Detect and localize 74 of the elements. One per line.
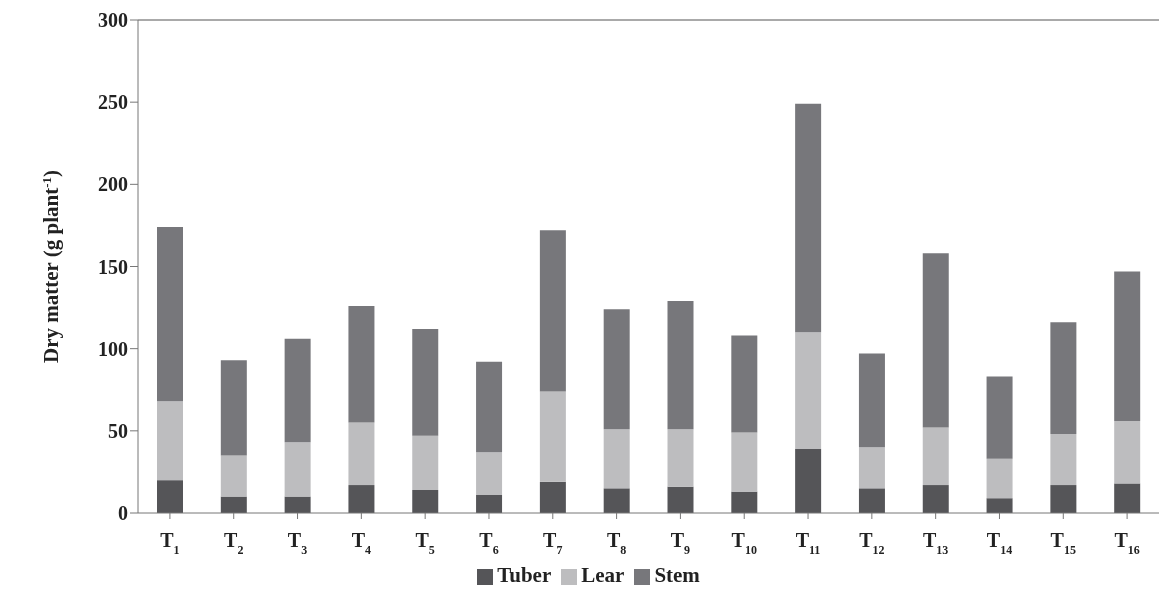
bar <box>986 376 1013 459</box>
y-tick-label: 0 <box>118 502 128 525</box>
bar <box>412 328 439 436</box>
x-tick-label: T$_{6}$ <box>479 529 499 557</box>
bar <box>157 480 183 513</box>
x-tick-label: T$_{16}$ <box>1114 529 1140 557</box>
y-tick-label: 50 <box>108 419 128 442</box>
bar <box>348 422 375 486</box>
bar <box>1050 485 1077 513</box>
legend-label: Lear <box>581 563 625 587</box>
bar <box>476 452 503 495</box>
bar <box>667 486 694 513</box>
bar <box>476 361 503 453</box>
bar <box>412 489 439 513</box>
x-tick-label: T$_{1}$ <box>160 529 180 557</box>
x-tick-label: T$_{9}$ <box>670 529 691 557</box>
bar <box>603 309 630 430</box>
bar <box>731 491 758 513</box>
bar <box>220 496 247 513</box>
bar <box>795 448 822 513</box>
bar <box>1050 322 1077 435</box>
bar <box>858 488 885 513</box>
x-tick-label: T$_{12}$ <box>859 529 885 557</box>
x-tick-label: T$_{11}$ <box>795 529 821 557</box>
bar <box>539 481 566 513</box>
bar <box>986 498 1013 513</box>
x-tick-label: T$_{13}$ <box>922 529 949 557</box>
bar <box>603 488 630 513</box>
bar <box>284 496 311 513</box>
bar <box>922 485 949 513</box>
bar <box>1114 271 1141 421</box>
bar <box>539 230 566 392</box>
bar <box>603 429 630 489</box>
x-tick-label: T$_{3}$ <box>287 529 308 557</box>
y-tick-label: 250 <box>98 91 128 114</box>
bar <box>667 301 694 430</box>
bar <box>1114 420 1141 484</box>
bar <box>795 332 822 449</box>
legend-label: Stem <box>654 563 700 587</box>
bar <box>220 360 247 456</box>
bar <box>348 485 375 513</box>
bar <box>795 103 822 333</box>
x-tick-label: T$_{7}$ <box>543 529 563 557</box>
bar <box>922 427 949 486</box>
y-tick-label: 200 <box>98 173 128 196</box>
y-tick-label: 300 <box>98 9 128 32</box>
bar <box>157 401 183 481</box>
x-tick-label: T$_{5}$ <box>415 529 435 557</box>
x-tick-label: T$_{8}$ <box>606 529 627 557</box>
y-tick-label: 150 <box>98 255 128 278</box>
x-tick-label: T$_{15}$ <box>1050 529 1076 557</box>
bar <box>348 305 375 423</box>
x-tick-label: T$_{10}$ <box>731 529 757 557</box>
bar <box>667 429 694 487</box>
bar <box>986 458 1013 499</box>
bar <box>412 435 439 490</box>
bar <box>1050 434 1077 486</box>
bar <box>476 494 503 513</box>
bar <box>157 227 183 402</box>
bar <box>284 442 311 497</box>
bar <box>284 338 311 443</box>
bar <box>220 455 247 497</box>
x-tick-label: T$_{2}$ <box>224 529 244 557</box>
bar <box>731 432 758 492</box>
x-tick-label: T$_{14}$ <box>986 529 1013 557</box>
bar <box>858 353 885 448</box>
bar <box>539 391 566 482</box>
bar <box>922 253 949 428</box>
bar <box>1114 483 1141 513</box>
y-tick-label: 100 <box>98 337 128 360</box>
bar <box>731 335 758 433</box>
x-tick-label: T$_{4}$ <box>351 529 372 557</box>
legend-label: Tuber <box>497 563 552 587</box>
bar <box>858 447 885 489</box>
